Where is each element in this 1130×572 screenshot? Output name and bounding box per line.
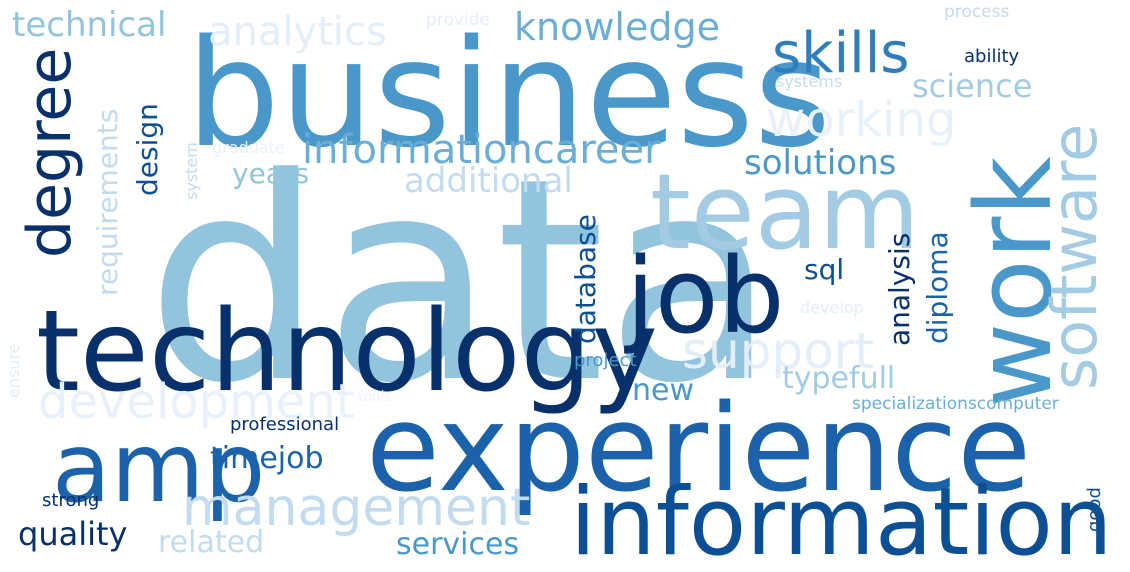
- word-good: good: [1084, 487, 1105, 532]
- word-amp: amp: [52, 412, 266, 524]
- word-systems: systems: [776, 72, 843, 91]
- word-analytics: analytics: [208, 9, 387, 55]
- word-business: business: [186, 8, 832, 180]
- word-years: years: [232, 157, 310, 190]
- word-tools: tools: [358, 389, 392, 405]
- word-technology: technology: [36, 287, 658, 417]
- word-team: team: [650, 151, 920, 273]
- word-quality: quality: [18, 515, 128, 553]
- word-knowledge: knowledge: [514, 5, 720, 49]
- word-requirements: requirements: [91, 108, 124, 296]
- word-database: database: [569, 214, 602, 344]
- word-related: related: [158, 525, 265, 560]
- word-development: development: [38, 374, 355, 430]
- word-sql: sql: [804, 253, 845, 286]
- word-system: system: [182, 142, 201, 200]
- word-technical: technical: [12, 5, 167, 45]
- word-solutions: solutions: [744, 143, 897, 183]
- word-management: management: [182, 478, 531, 538]
- word-ensure: ensure: [4, 343, 23, 398]
- word-informationcareer: informationcareer: [302, 127, 661, 173]
- word-support: support: [682, 322, 874, 380]
- word-services: services: [396, 527, 520, 562]
- word-working: working: [766, 92, 957, 148]
- word-ability: ability: [964, 46, 1020, 67]
- word-design: design: [131, 103, 164, 196]
- word-typefull: typefull: [782, 361, 896, 396]
- word-new: new: [632, 373, 695, 408]
- word-skills: skills: [772, 21, 910, 86]
- word-strong: strong: [42, 490, 100, 511]
- word-experience: experience: [366, 380, 1032, 519]
- word-process: process: [944, 2, 1010, 22]
- word-job: job: [626, 235, 785, 357]
- word-timejob: timejob: [210, 441, 324, 476]
- word-additional: additional: [404, 161, 573, 201]
- word-diploma: diploma: [921, 231, 954, 344]
- word-develop: develop: [800, 298, 864, 317]
- word-professional: professional: [230, 414, 340, 435]
- word-project: project: [574, 350, 637, 371]
- word-information: information: [570, 468, 1113, 572]
- word-degree: degree: [15, 47, 85, 258]
- word-provide: provide: [426, 10, 490, 30]
- word-specializationscomputer: specializationscomputer: [852, 394, 1059, 414]
- word-analysis: analysis: [883, 232, 916, 346]
- word-software: software: [1038, 123, 1111, 390]
- word-science: science: [912, 67, 1033, 105]
- word-data: data: [146, 119, 777, 445]
- word-graduate: graduate: [212, 138, 285, 157]
